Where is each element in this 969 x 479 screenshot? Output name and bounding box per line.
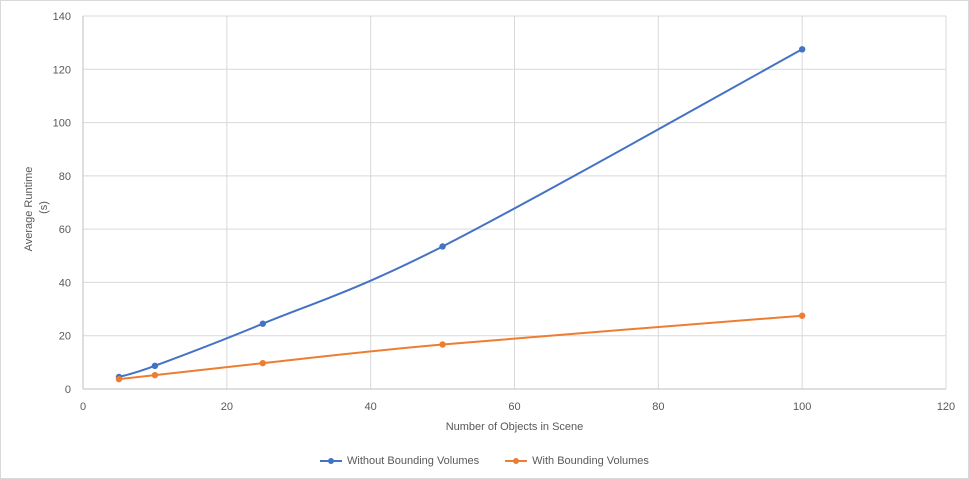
x-tick-label: 120 (937, 401, 955, 413)
y-tick-label: 60 (59, 224, 71, 236)
y-tick-label: 20 (59, 331, 71, 343)
x-tick-label: 20 (221, 401, 233, 413)
x-tick-label: 0 (80, 401, 86, 413)
y-tick-label: 140 (53, 11, 71, 23)
y-axis-title: Average Runtime (s) (23, 164, 50, 252)
y-axis-title-line-2: (s) (38, 201, 50, 214)
legend-item-without-bounding-volumes: Without Bounding Volumes (320, 455, 479, 467)
y-tick-label: 40 (59, 277, 71, 289)
gridlines (83, 15, 947, 389)
data-point (151, 362, 159, 370)
y-tick-label: 0 (65, 384, 71, 396)
legend-marker-icon (505, 455, 528, 467)
series-without-bounding-volumes (115, 46, 806, 381)
series-line (118, 48, 803, 378)
legend-marker-icon (320, 455, 343, 467)
y-tick-label: 120 (53, 64, 71, 76)
series (115, 46, 806, 383)
data-point (259, 320, 266, 327)
legend: Without Bounding Volumes With Bounding V… (1, 451, 968, 471)
y-axis-title-line-1: Average Runtime (23, 167, 35, 252)
series-with-bounding-volumes (115, 312, 806, 383)
axes (82, 16, 946, 390)
legend-label: With Bounding Volumes (532, 455, 649, 467)
data-point (259, 359, 266, 367)
data-point (115, 375, 123, 383)
tick-labels: 0 20 40 60 80 100 120 140 0 20 40 60 80 100 120 (53, 11, 956, 413)
data-point (151, 371, 159, 379)
legend-item-with-bounding-volumes: With Bounding Volumes (505, 455, 649, 467)
x-tick-label: 40 (365, 401, 377, 413)
y-tick-label: 80 (59, 171, 71, 183)
series-line (118, 314, 803, 381)
y-tick-label: 100 (53, 118, 71, 130)
legend-label: Without Bounding Volumes (347, 455, 480, 467)
data-point (439, 341, 446, 348)
x-tick-label: 80 (652, 401, 664, 413)
x-tick-label: 60 (508, 401, 520, 413)
data-point (798, 46, 806, 53)
data-point (439, 243, 446, 250)
data-point (798, 312, 806, 319)
x-tick-label: 100 (793, 401, 811, 413)
x-axis-title: Number of Objects in Scene (446, 421, 584, 433)
